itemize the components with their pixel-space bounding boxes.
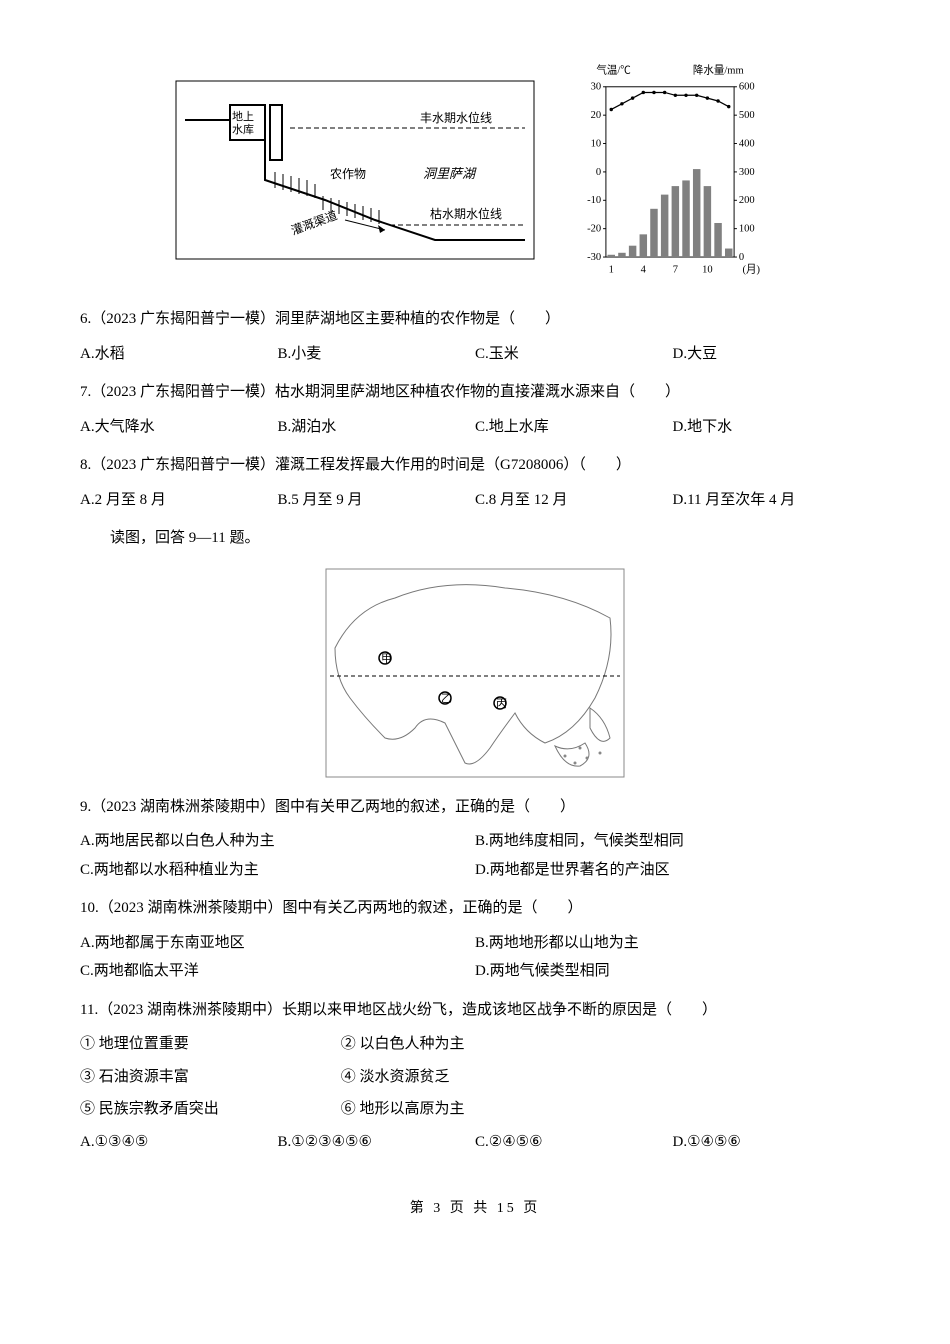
option-10c: C.两地都临太平洋 (80, 957, 475, 986)
option-11a: A.①③④⑤ (80, 1128, 278, 1157)
svg-text:10: 10 (591, 138, 602, 149)
option-9d: D.两地都是世界著名的产油区 (475, 856, 870, 885)
stmt-4: ④ 淡水资源贫乏 (341, 1063, 602, 1092)
question-8-options: A.2 月至 8 月 B.5 月至 9 月 C.8 月至 12 月 D.11 月… (80, 486, 870, 515)
svg-text:100: 100 (739, 224, 755, 235)
option-7d: D.地下水 (673, 413, 871, 442)
option-6b: B.小麦 (278, 340, 476, 369)
option-11b: B.①②③④⑤⑥ (278, 1128, 476, 1157)
svg-text:降水量/mm: 降水量/mm (693, 63, 745, 76)
question-9-text: 9.（2023 湖南株洲茶陵期中）图中有关甲乙两地的叙述，正确的是（ ） (80, 793, 870, 822)
svg-text:600: 600 (739, 82, 755, 93)
svg-text:20: 20 (591, 110, 602, 121)
option-11d: D.①④⑤⑥ (673, 1128, 871, 1157)
question-6-text: 6.（2023 广东揭阳普宁一模）洞里萨湖地区主要种植的农作物是（ ） (80, 305, 870, 334)
option-8c: C.8 月至 12 月 (475, 486, 673, 515)
svg-text:-20: -20 (587, 224, 601, 235)
svg-text:-10: -10 (587, 195, 601, 206)
svg-text:乙: 乙 (441, 692, 452, 705)
svg-text:400: 400 (739, 138, 755, 149)
stmt-5: ⑤ 民族宗教矛盾突出 (80, 1095, 341, 1124)
option-9c: C.两地都以水稻种植业为主 (80, 856, 475, 885)
stmt-3: ③ 石油资源丰富 (80, 1063, 341, 1092)
svg-text:500: 500 (739, 110, 755, 121)
option-6d: D.大豆 (673, 340, 871, 369)
svg-text:丙: 丙 (496, 698, 507, 710)
svg-text:-30: -30 (587, 252, 601, 263)
option-8a: A.2 月至 8 月 (80, 486, 278, 515)
stmt-6: ⑥ 地形以高原为主 (341, 1095, 602, 1124)
option-7a: A.大气降水 (80, 413, 278, 442)
question-11-statements-row2: ③ 石油资源丰富 ④ 淡水资源贫乏 (80, 1063, 870, 1092)
cross-section-diagram: 地上 水库 丰水期水位线 农作物 洞里萨湖 灌溉渠道 枯水期水位线 (175, 80, 535, 260)
svg-text:气温/℃: 气温/℃ (596, 63, 631, 76)
svg-text:水库: 水库 (232, 123, 254, 136)
option-10d: D.两地气候类型相同 (475, 957, 870, 986)
asia-map-figure: 甲 乙 丙 (80, 568, 870, 778)
svg-text:甲: 甲 (381, 653, 392, 665)
question-11-options: A.①③④⑤ B.①②③④⑤⑥ C.②④⑤⑥ D.①④⑤⑥ (80, 1128, 870, 1157)
option-10a: A.两地都属于东南亚地区 (80, 929, 475, 958)
svg-text:0: 0 (596, 167, 601, 178)
svg-text:30: 30 (591, 82, 602, 93)
svg-text:4: 4 (641, 264, 647, 275)
svg-text:300: 300 (739, 167, 755, 178)
option-6c: C.玉米 (475, 340, 673, 369)
svg-text:(月): (月) (743, 263, 761, 275)
question-7-text: 7.（2023 广东揭阳普宁一模）枯水期洞里萨湖地区种植农作物的直接灌溉水源来自… (80, 378, 870, 407)
svg-text:200: 200 (739, 195, 755, 206)
question-8-text: 8.（2023 广东揭阳普宁一模）灌溉工程发挥最大作用的时间是（G7208006… (80, 451, 870, 480)
reading-instruction-2: 读图，回答 9—11 题。 (80, 524, 870, 553)
question-11-statements-row3: ⑤ 民族宗教矛盾突出 ⑥ 地形以高原为主 (80, 1095, 870, 1124)
question-11-statements: ① 地理位置重要 ② 以白色人种为主 (80, 1030, 870, 1059)
page-footer: 第 3 页 共 15 页 (80, 1196, 870, 1223)
question-7-options: A.大气降水 B.湖泊水 C.地上水库 D.地下水 (80, 413, 870, 442)
svg-text:洞里萨湖: 洞里萨湖 (423, 166, 477, 181)
option-8b: B.5 月至 9 月 (278, 486, 476, 515)
svg-text:0: 0 (739, 252, 744, 263)
stmt-2: ② 以白色人种为主 (341, 1030, 602, 1059)
question-6-options: A.水稻 B.小麦 C.玉米 D.大豆 (80, 340, 870, 369)
option-11c: C.②④⑤⑥ (475, 1128, 673, 1157)
question-10-options: A.两地都属于东南亚地区 B.两地地形都以山地为主 C.两地都临太平洋 D.两地… (80, 929, 870, 986)
option-7c: C.地上水库 (475, 413, 673, 442)
svg-text:丰水期水位线: 丰水期水位线 (420, 110, 492, 125)
option-7b: B.湖泊水 (278, 413, 476, 442)
question-10-text: 10.（2023 湖南株洲茶陵期中）图中有关乙丙两地的叙述，正确的是（ ） (80, 894, 870, 923)
option-8d: D.11 月至次年 4 月 (673, 486, 871, 515)
svg-text:灌溉渠道: 灌溉渠道 (289, 208, 339, 238)
svg-text:地上: 地上 (232, 110, 254, 123)
option-10b: B.两地地形都以山地为主 (475, 929, 870, 958)
stmt-1: ① 地理位置重要 (80, 1030, 341, 1059)
option-9b: B.两地纬度相同，气候类型相同 (475, 827, 870, 856)
option-9a: A.两地居民都以白色人种为主 (80, 827, 475, 856)
climate-chart: 气温/℃降水量/mm-30-20-10010203001002003004005… (565, 60, 775, 280)
svg-text:1: 1 (609, 264, 614, 275)
question-11-text: 11.（2023 湖南株洲茶陵期中）长期以来甲地区战火纷飞，造成该地区战争不断的… (80, 996, 870, 1025)
figure-row: 地上 水库 丰水期水位线 农作物 洞里萨湖 灌溉渠道 枯水期水位线 气温/℃ 降水… (80, 60, 870, 280)
svg-text:农作物: 农作物 (330, 167, 366, 181)
question-9-options: A.两地居民都以白色人种为主 B.两地纬度相同，气候类型相同 C.两地都以水稻种… (80, 827, 870, 884)
svg-text:枯水期水位线: 枯水期水位线 (430, 206, 502, 221)
svg-text:10: 10 (702, 264, 713, 275)
option-6a: A.水稻 (80, 340, 278, 369)
asia-map: 甲 乙 丙 (325, 568, 625, 778)
svg-text:7: 7 (673, 264, 678, 275)
